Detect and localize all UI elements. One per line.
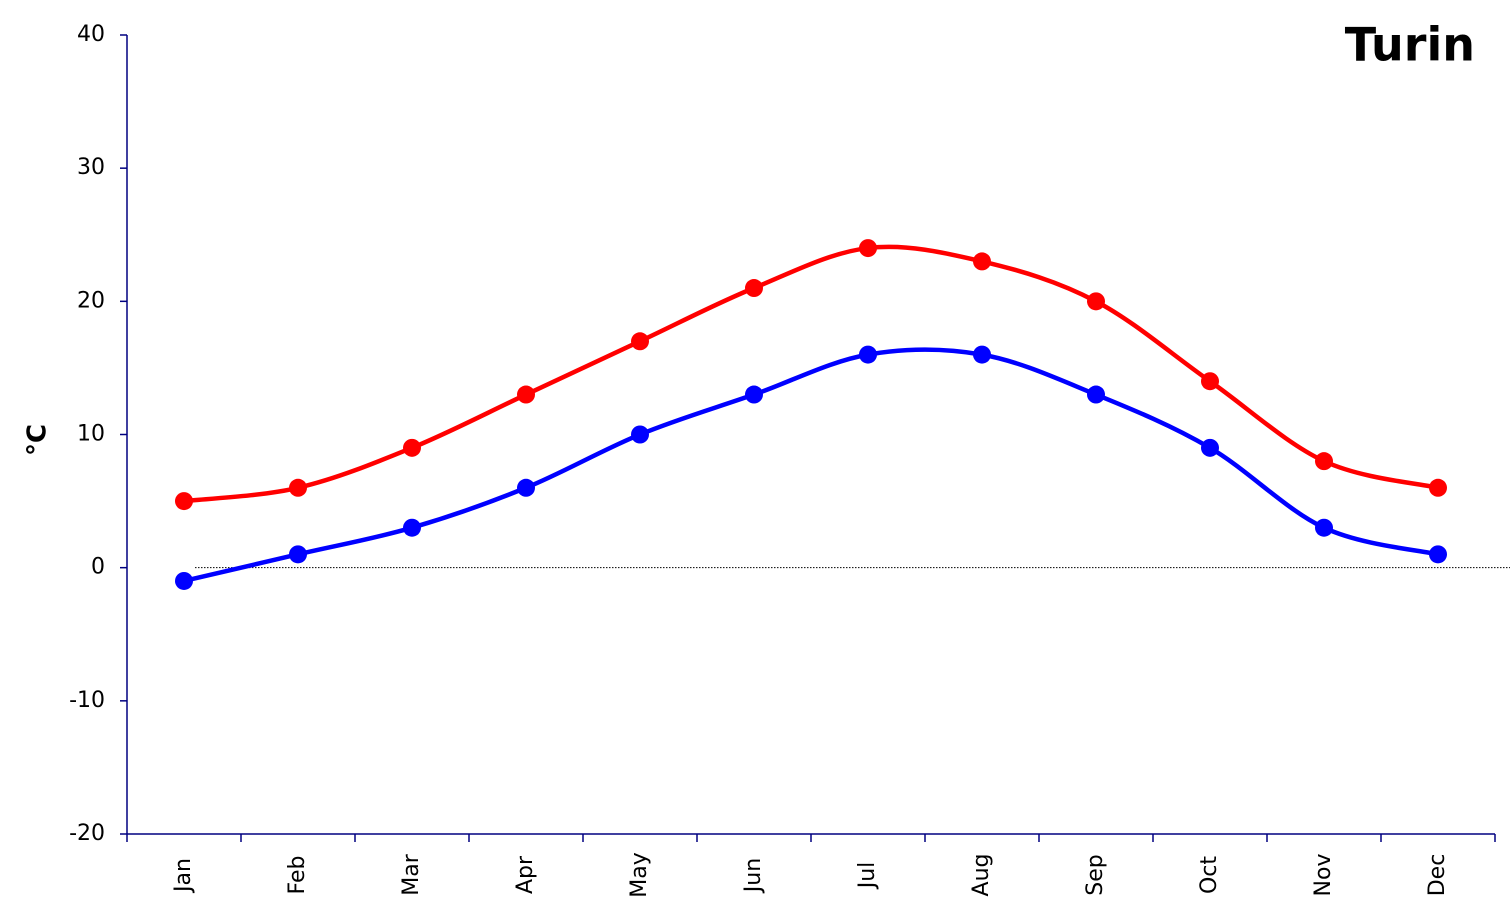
data-point bbox=[859, 239, 877, 258]
data-point bbox=[1087, 385, 1105, 404]
x-tick-label: Dec bbox=[1425, 854, 1450, 897]
x-tick-label: Mar bbox=[399, 853, 424, 895]
data-point bbox=[403, 438, 421, 457]
y-tick-label: 10 bbox=[77, 422, 105, 447]
data-point bbox=[289, 478, 307, 497]
data-point bbox=[1087, 292, 1105, 311]
data-point bbox=[1429, 478, 1447, 497]
data-point bbox=[403, 518, 421, 537]
x-tick-label: Feb bbox=[285, 856, 310, 895]
y-tick-label: 0 bbox=[91, 555, 105, 580]
data-point bbox=[1201, 438, 1219, 457]
data-point bbox=[631, 332, 649, 351]
x-tick-label: Nov bbox=[1311, 854, 1336, 897]
data-point bbox=[1315, 518, 1333, 537]
data-point bbox=[1315, 452, 1333, 471]
data-point bbox=[745, 385, 763, 404]
x-tick-label: Jul bbox=[855, 862, 880, 891]
y-tick-label: 30 bbox=[77, 155, 105, 180]
x-tick-label: Sep bbox=[1083, 854, 1108, 895]
x-tick-label: Oct bbox=[1197, 856, 1222, 894]
data-point bbox=[175, 492, 193, 511]
chart-title: Turin bbox=[1345, 18, 1475, 72]
data-point bbox=[631, 425, 649, 444]
data-point bbox=[1201, 372, 1219, 391]
data-point bbox=[1429, 545, 1447, 564]
data-point bbox=[517, 385, 535, 404]
data-point bbox=[517, 478, 535, 497]
data-point bbox=[859, 345, 877, 364]
data-point bbox=[289, 545, 307, 564]
y-tick-label: -20 bbox=[69, 821, 105, 846]
y-tick-label: 40 bbox=[77, 22, 105, 47]
x-tick-label: Jun bbox=[741, 858, 766, 894]
data-point bbox=[745, 279, 763, 298]
x-tick-label: Apr bbox=[513, 855, 538, 894]
x-tick-label: Jan bbox=[171, 858, 196, 894]
y-axis-label: °C bbox=[23, 424, 53, 456]
x-tick-label: Aug bbox=[969, 854, 994, 897]
data-point bbox=[973, 252, 991, 271]
y-tick-label: -10 bbox=[69, 688, 105, 713]
data-point bbox=[175, 571, 193, 590]
y-tick-label: 20 bbox=[77, 288, 105, 313]
x-tick-label: May bbox=[627, 852, 652, 897]
data-point bbox=[973, 345, 991, 364]
